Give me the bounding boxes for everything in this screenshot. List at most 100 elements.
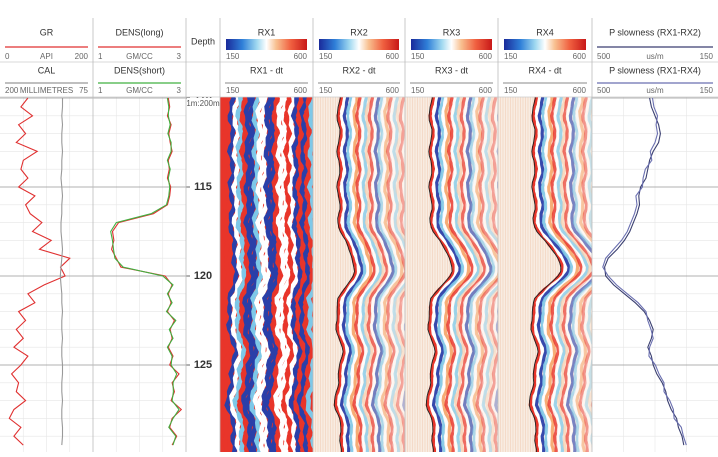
waveform-stripe	[484, 97, 498, 452]
waveform-stripe	[578, 97, 592, 452]
waveform-stripe	[398, 97, 405, 446]
waveform-stripe	[402, 115, 405, 413]
waveform-stripe	[305, 97, 313, 450]
scale-max: 75	[79, 86, 88, 95]
waveform-stripe	[333, 97, 358, 452]
waveform-stripe	[475, 97, 498, 452]
scale-min: 150	[226, 86, 240, 95]
waveform-stripe	[487, 97, 498, 452]
waveform-sub: RX3 - dt	[435, 65, 469, 75]
waveform-title: RX3	[443, 27, 461, 37]
waveform-stripe	[339, 97, 364, 452]
waveform-stripe	[377, 97, 402, 452]
depth-label: 120	[194, 270, 212, 282]
waveform-stripe	[355, 97, 379, 452]
waveform-stripe	[466, 97, 496, 452]
scale-unit: MILLIMETRES	[20, 86, 73, 95]
curve-name: P slowness (RX1-RX2)	[609, 27, 701, 37]
waveform-stripe	[288, 97, 304, 452]
waveform-stripe	[584, 97, 592, 452]
waveform-stripe	[534, 97, 571, 452]
scale-min: 150	[319, 52, 333, 61]
depth-title: Depth	[191, 36, 215, 46]
waveform-stripe	[349, 97, 373, 452]
curve-name: DENS(long)	[115, 27, 163, 37]
waveform-stripe	[429, 97, 458, 452]
waveform-stripe	[441, 97, 471, 452]
scale-max: 3	[177, 52, 182, 61]
scale-max: 600	[386, 52, 400, 61]
waveform-stripe	[459, 97, 490, 452]
waveform-stripe	[386, 97, 405, 452]
dt-line	[425, 97, 453, 452]
waveform-sub: RX4 - dt	[528, 65, 562, 75]
scale-min: 150	[319, 86, 333, 95]
scale-min: 1	[98, 52, 103, 61]
waveform-stripe	[581, 97, 592, 452]
colorbar	[226, 39, 307, 50]
waveform-stripe	[453, 97, 483, 452]
scale-max: 600	[479, 52, 493, 61]
scale-unit: us/m	[646, 86, 664, 95]
waveform-stripe	[456, 97, 487, 452]
scale-max: 200	[75, 52, 89, 61]
waveform-stripe	[370, 97, 396, 452]
waveform-stripe	[346, 97, 371, 452]
waveform-stripe	[435, 97, 465, 452]
waveform-image	[220, 97, 313, 452]
waveform-stripe	[438, 97, 468, 452]
waveform-sub: RX1 - dt	[250, 65, 284, 75]
waveform-stripe	[587, 107, 592, 417]
scale-max: 600	[479, 86, 493, 95]
waveform-stripe	[300, 97, 313, 452]
waveform-stripe	[469, 97, 498, 452]
waveform-stripe	[569, 97, 592, 452]
curve-name: GR	[40, 27, 54, 37]
waveform-stripe	[367, 97, 392, 452]
colorbar	[504, 39, 586, 50]
waveform-stripe	[352, 97, 377, 452]
depth-label: 115	[194, 181, 212, 193]
waveform-stripe	[224, 97, 240, 452]
scale-min: 500	[597, 52, 611, 61]
waveform-stripe	[374, 97, 398, 452]
waveform-stripe	[550, 97, 586, 452]
log-curve	[110, 97, 180, 446]
waveform-stripe	[562, 97, 592, 452]
waveform-stripe	[575, 97, 592, 452]
waveform-stripe	[236, 97, 253, 452]
waveform-stripe	[553, 97, 590, 452]
scale-max: 150	[700, 52, 714, 61]
waveform-stripe	[337, 97, 361, 452]
curve-name: DENS(short)	[114, 65, 165, 75]
dt-line	[528, 97, 562, 452]
waveform-stripe	[478, 97, 498, 452]
scale-max: 600	[573, 52, 587, 61]
waveform-stripe	[541, 97, 577, 452]
depth-scale-bg	[187, 98, 219, 109]
waveform-stripe	[565, 97, 592, 452]
waveform-stripe	[383, 97, 405, 452]
waveform-title: RX1	[258, 27, 276, 37]
scale-min: 200	[5, 86, 19, 95]
waveform-stripe	[462, 97, 493, 452]
waveform-stripe	[447, 97, 477, 452]
depth-scale: 1m:200m	[186, 99, 220, 108]
waveform-image	[313, 97, 405, 452]
log-curve	[602, 97, 687, 446]
waveform-stripe	[256, 97, 272, 452]
waveform-stripe	[450, 97, 481, 452]
waveform-stripe	[481, 97, 498, 452]
scale-max: 150	[700, 86, 714, 95]
waveform-stripe	[389, 97, 405, 452]
curve-name: CAL	[38, 65, 56, 75]
waveform-stripe	[244, 97, 260, 452]
scale-min: 0	[5, 52, 10, 61]
scale-max: 600	[294, 52, 308, 61]
waveform-stripe	[547, 97, 584, 452]
log-curve	[59, 98, 64, 446]
waveform-stripe	[431, 97, 462, 452]
scale-min: 150	[504, 52, 518, 61]
dt-line	[333, 97, 355, 452]
waveform-sub: RX2 - dt	[342, 65, 376, 75]
